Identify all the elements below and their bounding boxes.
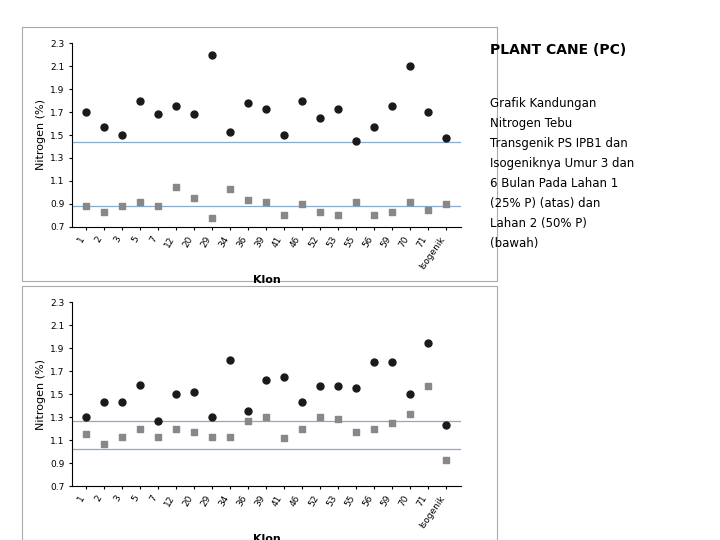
6 Bulan [207,433,218,441]
6 Bulan [225,185,236,193]
3 Bulan [405,390,416,399]
3 Bulan [243,99,254,107]
3 Bulan [315,113,326,122]
3 Bulan [441,134,452,143]
3 Bulan [225,355,236,364]
6 Bulan [171,424,182,433]
6 Bulan [297,424,308,433]
6 Bulan [225,433,236,441]
6 Bulan [99,439,110,448]
Y-axis label: Nitrogen (%): Nitrogen (%) [36,359,46,430]
3 Bulan [441,421,452,429]
6 Bulan [405,409,416,418]
3 Bulan [81,108,92,117]
6 Bulan [189,428,200,436]
Text: Grafik Kandungan
Nitrogen Tebu
Transgenik PS IPB1 dan
Isogeniknya Umur 3 dan
6 B: Grafik Kandungan Nitrogen Tebu Transgeni… [490,97,634,250]
3 Bulan [153,110,164,119]
3 Bulan [315,382,326,390]
6 Bulan [333,415,344,424]
3 Bulan [423,108,434,117]
3 Bulan [153,416,164,425]
3 Bulan [279,373,290,381]
3 Bulan [297,96,308,105]
6 Bulan [81,430,92,438]
3 Bulan [243,407,254,416]
Legend: 3 Bulan, 6 Bulan: 3 Bulan, 6 Bulan [77,300,218,318]
6 Bulan [423,382,434,390]
3 Bulan [117,398,128,407]
6 Bulan [81,202,92,211]
3 Bulan [261,376,272,384]
3 Bulan [207,50,218,59]
6 Bulan [243,196,254,205]
3 Bulan [369,123,380,131]
6 Bulan [441,200,452,208]
6 Bulan [207,213,218,222]
X-axis label: Klon: Klon [253,275,280,285]
6 Bulan [153,433,164,441]
3 Bulan [189,388,200,396]
3 Bulan [225,127,236,136]
X-axis label: Klon: Klon [253,534,280,540]
6 Bulan [387,207,398,216]
3 Bulan [261,104,272,113]
6 Bulan [315,413,326,421]
6 Bulan [117,433,128,441]
3 Bulan [135,96,146,105]
6 Bulan [405,197,416,206]
3 Bulan [369,357,380,366]
6 Bulan [387,418,398,427]
3 Bulan [351,137,362,145]
3 Bulan [135,381,146,389]
Text: PLANT CANE (PC): PLANT CANE (PC) [490,43,626,57]
6 Bulan [297,200,308,208]
6 Bulan [99,207,110,216]
3 Bulan [279,131,290,139]
3 Bulan [351,384,362,393]
3 Bulan [81,413,92,421]
3 Bulan [99,398,110,407]
3 Bulan [333,104,344,113]
3 Bulan [423,338,434,347]
Y-axis label: Nitrogen (%): Nitrogen (%) [36,99,46,171]
3 Bulan [333,382,344,390]
6 Bulan [423,205,434,214]
6 Bulan [135,424,146,433]
6 Bulan [369,424,380,433]
3 Bulan [297,398,308,407]
6 Bulan [441,455,452,464]
6 Bulan [279,434,290,442]
6 Bulan [369,211,380,220]
6 Bulan [261,197,272,206]
3 Bulan [387,102,398,111]
6 Bulan [351,197,362,206]
3 Bulan [189,110,200,119]
3 Bulan [171,390,182,399]
3 Bulan [117,131,128,139]
6 Bulan [153,202,164,211]
3 Bulan [171,102,182,111]
6 Bulan [333,211,344,220]
3 Bulan [387,357,398,366]
6 Bulan [351,428,362,436]
3 Bulan [207,413,218,421]
6 Bulan [279,211,290,220]
6 Bulan [135,197,146,206]
6 Bulan [243,416,254,425]
6 Bulan [189,194,200,202]
3 Bulan [99,123,110,131]
3 Bulan [405,62,416,71]
6 Bulan [315,207,326,216]
6 Bulan [261,413,272,421]
6 Bulan [171,183,182,191]
6 Bulan [117,202,128,211]
